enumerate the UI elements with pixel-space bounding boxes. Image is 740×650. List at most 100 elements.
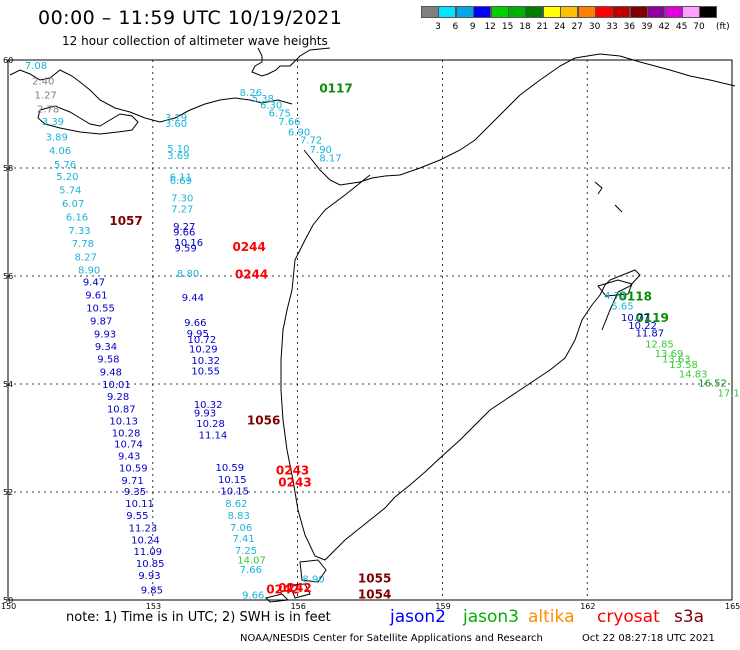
legend-label: 33 bbox=[606, 22, 618, 32]
wave-height-reading: 11.14 bbox=[199, 431, 228, 442]
legend-swatch bbox=[699, 6, 718, 18]
wave-height-reading: 7.27 bbox=[171, 204, 193, 215]
wave-height-reading: 9.27 bbox=[173, 222, 195, 233]
kamchatka-west-coast bbox=[280, 53, 736, 561]
map-title: 00:00 – 11:59 UTC 10/19/2021 bbox=[38, 7, 343, 29]
wave-height-reading: 7.25 bbox=[235, 546, 257, 557]
footer-date: Oct 22 08:27:18 UTC 2021 bbox=[582, 633, 715, 644]
wave-height-reading: 4.77 bbox=[604, 291, 626, 302]
wave-height-reading: 10.55 bbox=[86, 304, 115, 315]
pass-time-label: 0117 bbox=[319, 81, 352, 95]
wave-height-reading: 10.87 bbox=[107, 405, 136, 416]
wave-height-reading: 9.59 bbox=[175, 244, 197, 255]
wave-height-reading: 6.90 bbox=[288, 128, 310, 139]
wave-height-reading: 8.90 bbox=[302, 575, 324, 586]
wave-height-reading: 10.59 bbox=[216, 463, 245, 474]
wave-height-reading: 6.30 bbox=[260, 101, 282, 112]
footer-note: note: 1) Time is in UTC; 2) SWH is in fe… bbox=[66, 610, 331, 625]
wave-height-reading: 10.01 bbox=[102, 380, 131, 391]
wave-height-reading: 8.83 bbox=[228, 511, 250, 522]
wave-height-reading: 3.19 bbox=[165, 113, 187, 124]
pass-time-label: 0243 bbox=[278, 476, 311, 490]
wave-height-reading: 10.11 bbox=[125, 499, 154, 510]
wave-height-reading: 6.16 bbox=[66, 212, 88, 223]
wave-height-reading: 6.69 bbox=[170, 176, 192, 187]
wave-height-reading: 9.93 bbox=[94, 330, 116, 341]
wave-height-reading: 3.69 bbox=[167, 151, 189, 162]
wave-height-reading: 9.95 bbox=[187, 329, 209, 340]
wave-height-reading: 10.77 bbox=[621, 313, 650, 324]
legend-label: 42 bbox=[658, 22, 670, 32]
wave-height-reading: 12.85 bbox=[645, 339, 674, 350]
pass-time-label: 0118 bbox=[619, 289, 652, 303]
wave-height-reading: 9.93 bbox=[138, 571, 160, 582]
wave-height-reading: 5.20 bbox=[56, 172, 78, 183]
wave-height-reading: 6.11 bbox=[170, 172, 192, 183]
wave-height-reading: 7.90 bbox=[310, 145, 332, 156]
wave-height-reading: 13.63 bbox=[662, 354, 691, 365]
longitude-label: 156 bbox=[291, 602, 306, 611]
latitude-label: 58 bbox=[3, 164, 13, 173]
wave-readings: 7.08 2.40 1.27 2.78 3.39 3.89 4.06 5.765.20 5.74… bbox=[25, 61, 740, 601]
pass-time-label: 0243 bbox=[276, 464, 309, 478]
wave-height-reading: 9.87 bbox=[90, 317, 112, 328]
footer-credit: NOAA/NESDIS Center for Satellite Applica… bbox=[240, 633, 543, 644]
wave-height-reading: 7.66 bbox=[278, 117, 300, 128]
wave-height-reading: 10.55 bbox=[191, 366, 220, 377]
legend-label: 39 bbox=[641, 22, 653, 32]
wave-height-reading: 10.24 bbox=[131, 535, 160, 546]
wave-height-reading: 5.76 bbox=[54, 160, 76, 171]
legend-altika: altika bbox=[528, 607, 575, 627]
wave-height-reading: 3.39 bbox=[42, 117, 64, 128]
legend-label: 70 bbox=[693, 22, 705, 32]
wave-height-reading: 9.55 bbox=[126, 511, 148, 522]
shelikhov-coast bbox=[9, 69, 293, 123]
wave-height-reading: 7.06 bbox=[230, 523, 252, 534]
legend-cryosat: cryosat bbox=[597, 607, 660, 627]
wave-height-reading: 11.09 bbox=[133, 547, 162, 558]
wave-height-reading: 5.38 bbox=[252, 94, 274, 105]
pass-time-label: 1054 bbox=[358, 587, 391, 601]
island-karaginsky bbox=[597, 279, 633, 297]
latitude-label: 52 bbox=[3, 488, 13, 497]
legend-label: 6 bbox=[452, 22, 459, 32]
wave-height-reading: 9.85 bbox=[141, 586, 163, 597]
legend-label: 36 bbox=[623, 22, 636, 32]
wave-height-reading: 11.23 bbox=[129, 523, 158, 534]
wave-height-reading: 10.72 bbox=[188, 335, 217, 346]
wave-height-reading: 2.40 bbox=[32, 76, 54, 87]
wave-height-reading: 10.28 bbox=[196, 419, 225, 430]
pass-time-label: 0244 bbox=[235, 268, 268, 282]
wave-height-reading: 7.78 bbox=[72, 239, 94, 250]
pass-time-label: 0244 bbox=[232, 240, 265, 254]
wave-height-reading: 7.72 bbox=[300, 136, 322, 147]
wave-height-reading: 10.74 bbox=[114, 440, 143, 451]
wave-height-reading: 10.85 bbox=[136, 559, 165, 570]
wave-height-reading: 8.26 bbox=[240, 88, 262, 99]
wave-height-reading: 9.58 bbox=[97, 354, 119, 365]
pass-time-label: 0242 bbox=[278, 581, 311, 595]
wave-height-reading: 5.65 bbox=[611, 301, 633, 312]
wave-height-reading: 9.48 bbox=[100, 367, 122, 378]
latitude-label: 60 bbox=[3, 56, 13, 65]
graticule bbox=[7, 59, 733, 601]
latitude-label: 50 bbox=[3, 596, 13, 605]
wave-height-reading: 7.66 bbox=[240, 565, 262, 576]
wave-height-reading: 9.66 bbox=[173, 228, 195, 239]
wave-height-reading: 3.89 bbox=[46, 132, 68, 143]
longitude-label: 165 bbox=[725, 602, 740, 611]
map-subtitle: 12 hour collection of altimeter wave hei… bbox=[62, 34, 328, 48]
coastline bbox=[9, 47, 736, 603]
wave-height-reading: 9.44 bbox=[182, 293, 204, 304]
wave-height-reading: 10.59 bbox=[119, 463, 148, 474]
wave-height-reading: 9.47 bbox=[83, 278, 105, 289]
koni-peninsula bbox=[37, 105, 139, 135]
legend-unit: (ft) bbox=[716, 22, 730, 32]
legend-label: 18 bbox=[519, 22, 531, 32]
pass-time-label: 0119 bbox=[635, 311, 668, 325]
wave-height-reading: 9.43 bbox=[118, 452, 140, 463]
wave-height-reading: 10.28 bbox=[112, 428, 141, 439]
wave-height-reading: 17.1 bbox=[718, 388, 740, 399]
latitude-label: 56 bbox=[3, 272, 13, 281]
